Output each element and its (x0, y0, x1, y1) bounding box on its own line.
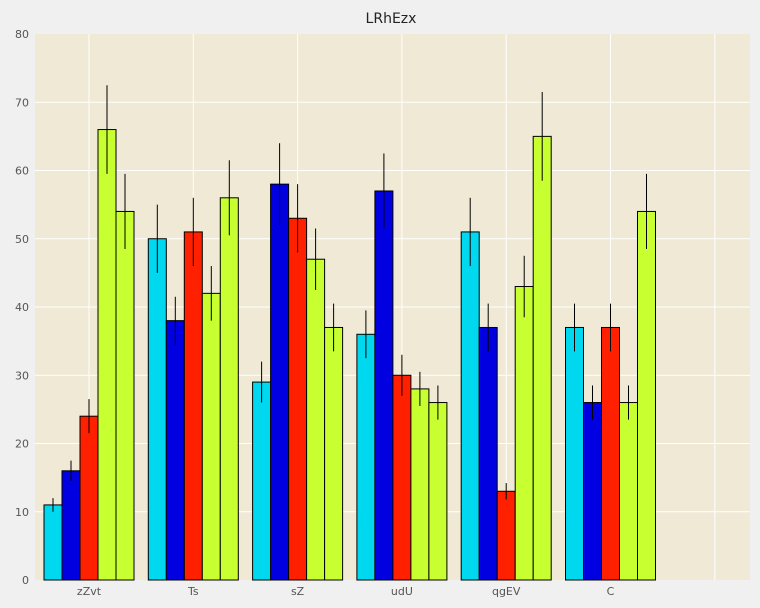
y-tick-label: 60 (15, 165, 29, 178)
bar (324, 326, 344, 581)
y-tick-label: 70 (15, 96, 29, 109)
y-tick-label: 50 (15, 233, 29, 246)
bar (392, 374, 412, 581)
bar (428, 402, 448, 581)
bar (460, 231, 480, 581)
bar (147, 238, 167, 581)
bar (356, 333, 376, 581)
bar (410, 388, 430, 581)
y-axis-ticks: 0 10 20 30 40 50 60 70 80 (15, 28, 29, 587)
bar (165, 320, 185, 581)
x-tick-label: Ts (187, 585, 199, 598)
x-tick-label: zZvt (77, 585, 102, 598)
bar (252, 381, 272, 581)
bar (478, 326, 498, 581)
y-tick-label: 10 (15, 506, 29, 519)
bar (79, 415, 99, 581)
bar (601, 326, 620, 581)
x-tick-label: C (607, 585, 615, 598)
bar (514, 286, 534, 581)
y-tick-label: 0 (22, 574, 29, 587)
bar (97, 129, 117, 581)
bar (270, 183, 290, 581)
bar (115, 210, 135, 581)
bar (619, 402, 638, 581)
bar (637, 210, 656, 581)
bar (496, 490, 516, 581)
y-tick-label: 40 (15, 301, 29, 314)
bars (43, 129, 656, 581)
bar (219, 197, 239, 581)
y-tick-label: 20 (15, 438, 29, 451)
x-tick-label: sZ (291, 585, 305, 598)
bar (183, 231, 203, 581)
bar (61, 470, 81, 581)
bar (374, 190, 394, 581)
x-axis-ticks: zZvt Ts sZ udU qgEV C (77, 585, 615, 598)
x-tick-label: udU (391, 585, 413, 598)
bar (583, 402, 602, 581)
bar (201, 292, 221, 581)
bar (306, 258, 326, 581)
bar (288, 217, 308, 581)
bar (532, 135, 552, 581)
chart-title: LRhEzx (366, 11, 417, 27)
bar (565, 326, 584, 581)
y-tick-label: 80 (15, 28, 29, 41)
bar (43, 504, 63, 581)
error-bars (52, 85, 647, 512)
y-tick-label: 30 (15, 369, 29, 382)
x-tick-label: qgEV (492, 585, 521, 598)
